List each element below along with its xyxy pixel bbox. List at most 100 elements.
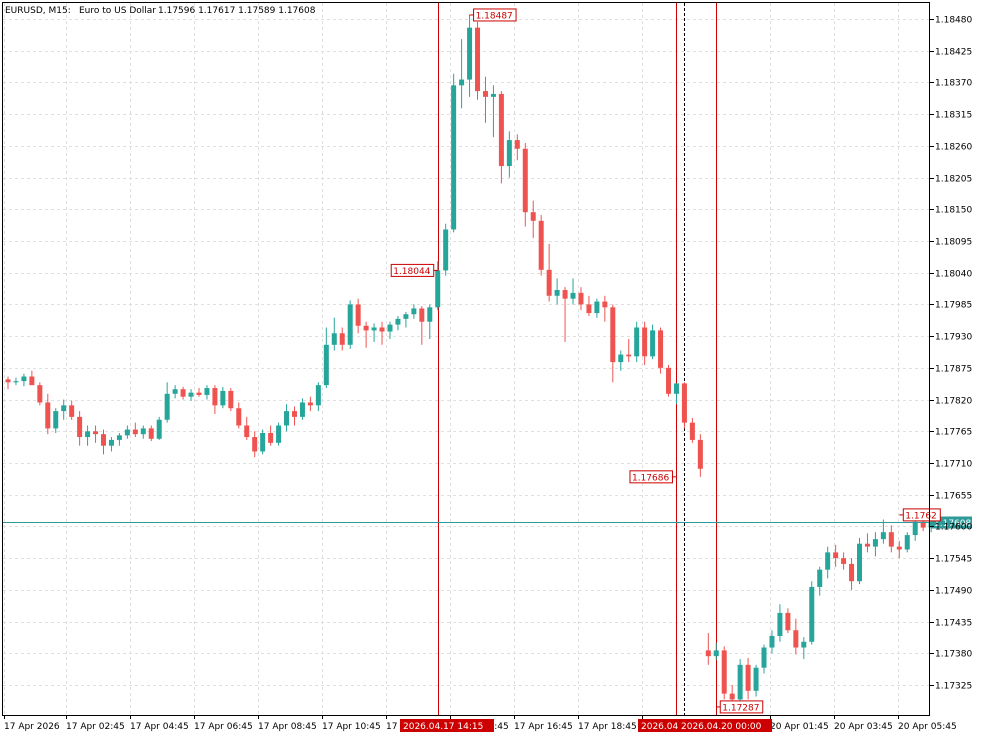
candle-body [403,314,409,319]
candle-body [347,304,353,345]
candle-body [737,664,743,700]
candle-body [538,220,544,270]
price-label-box[interactable] [473,8,517,22]
candle-body [618,354,624,363]
candle-body [100,434,106,446]
x-tick-label: 20 Apr 03:45 [834,722,893,732]
candle-body [180,389,186,397]
vertical-marker-tag [400,719,494,732]
y-tick-label: 1.18315 [935,111,972,121]
candle-body [642,327,648,357]
x-tick-label: 17 Apr 02:45 [66,722,125,732]
candle-body [411,308,417,315]
candle-body [530,212,536,221]
candle-body [514,140,520,149]
x-tick-label: 17 Apr 2026 [4,722,60,732]
candle-body [872,539,878,547]
candle-body [21,376,27,382]
price-label-text: 1.18487 [476,11,513,21]
y-tick-label: 1.17600 [935,523,972,533]
price-label-text: 1.1762 [905,511,937,521]
vertical-marker-tag [678,719,772,732]
candle-body [904,535,910,550]
candle-body [705,650,711,657]
candle-body [268,433,274,443]
y-tick-label: 1.18150 [935,206,972,216]
candle-body [689,422,695,440]
candle-body [260,433,266,452]
y-tick-label: 1.18040 [935,270,972,280]
candle-body [204,388,210,395]
candle-body [578,292,584,305]
price-label-box[interactable] [902,508,941,522]
symbol-description: Euro to US Dollar [79,6,156,16]
candle-body [339,333,345,345]
candle-body [833,552,839,559]
price-axis[interactable]: 1.18480 1.18425 1.18370 1.18315 1.18260 1.182… [930,16,972,692]
candle-body [108,439,114,446]
ohlc-values: 1.17596 1.17617 1.17589 1.17608 [158,6,316,16]
candle-body [809,586,815,642]
candle-body [841,558,847,564]
candle-body [188,392,194,397]
y-tick-label: 1.18480 [935,16,972,26]
candle-body [69,405,75,417]
candle-body [395,318,401,325]
candle-body [371,327,377,331]
y-tick-label: 1.17765 [935,428,972,438]
candle-body [85,431,91,438]
candle-body [276,425,282,443]
price-label-box[interactable] [719,700,764,714]
candle-body [713,650,719,657]
candle-body [379,327,385,332]
candle-body [721,650,727,694]
candle-body [53,411,59,429]
grid [3,3,930,715]
x-tick-label: 17 Apr 06:45 [194,722,253,732]
candle-body [666,367,672,394]
candle-body [506,140,512,167]
candle-body [355,304,361,326]
plot-border [2,2,930,716]
candle-body [729,693,735,700]
candle-body [148,428,154,439]
candle-body [610,307,616,363]
candle-body [880,532,886,540]
candle-body [650,330,656,357]
candle-body [697,439,703,469]
candle-body [769,635,775,648]
time-axis[interactable]: 17 Apr 2026 17 Apr 02:45 17 Apr 04:45 17 Ap… [4,715,957,732]
price-label-box[interactable] [629,470,673,484]
candles [5,14,934,707]
candle-body [482,91,488,97]
y-tick-label: 1.17710 [935,460,972,470]
candle-body [77,416,83,438]
candle-body [912,521,918,536]
candle-body [323,344,329,386]
candle-body [156,419,162,439]
candle-body [220,390,226,406]
y-tick-label: 1.17875 [935,365,972,375]
candle-body [586,304,592,314]
x-tick-label: 17 Apr 18:45 [578,722,637,732]
candle-body [459,79,465,86]
chart-header: EURUSD, M15: Euro to US Dollar 1.17596 1… [5,6,316,16]
candle-body [45,402,51,429]
y-tick-label: 1.17380 [935,650,972,660]
candle-body [658,330,664,368]
candle-body [124,429,130,436]
candle-body [132,429,138,435]
candle-body [864,543,870,547]
vertical-marker-tag [638,719,688,732]
vertical-lines [438,3,717,715]
candle-body [817,569,823,587]
candle-body [498,93,504,167]
current-price-tag [931,516,972,529]
candle-body [753,667,759,691]
candle-body [570,292,576,299]
candle-body [777,612,783,636]
price-label-box[interactable] [390,263,435,277]
candle-body [451,85,457,230]
x-tick-label: 20 Apr 05:45 [898,722,957,732]
